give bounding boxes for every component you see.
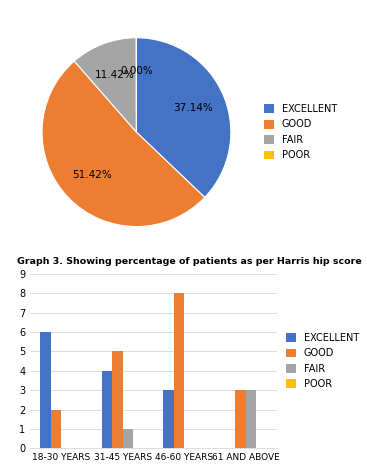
Bar [40,332,51,448]
Bar [163,390,174,448]
Bar [51,410,61,448]
Text: Graph 3. Showing percentage of patients as per Harris hip score: Graph 3. Showing percentage of patients … [17,257,362,266]
Bar [102,371,112,448]
Wedge shape [136,38,231,197]
Legend: EXCELLENT, GOOD, FAIR, POOR: EXCELLENT, GOOD, FAIR, POOR [264,104,337,160]
Bar [112,351,123,448]
Text: 37.14%: 37.14% [173,103,213,113]
Text: 11.42%: 11.42% [95,70,135,80]
Bar [174,293,184,448]
Bar [123,429,133,448]
Text: 51.42%: 51.42% [72,169,112,179]
Legend: EXCELLENT, GOOD, FAIR, POOR: EXCELLENT, GOOD, FAIR, POOR [287,333,359,389]
Wedge shape [42,61,205,227]
Bar [235,390,246,448]
Wedge shape [74,38,136,132]
Bar [246,390,256,448]
Text: 0.00%: 0.00% [120,66,153,76]
